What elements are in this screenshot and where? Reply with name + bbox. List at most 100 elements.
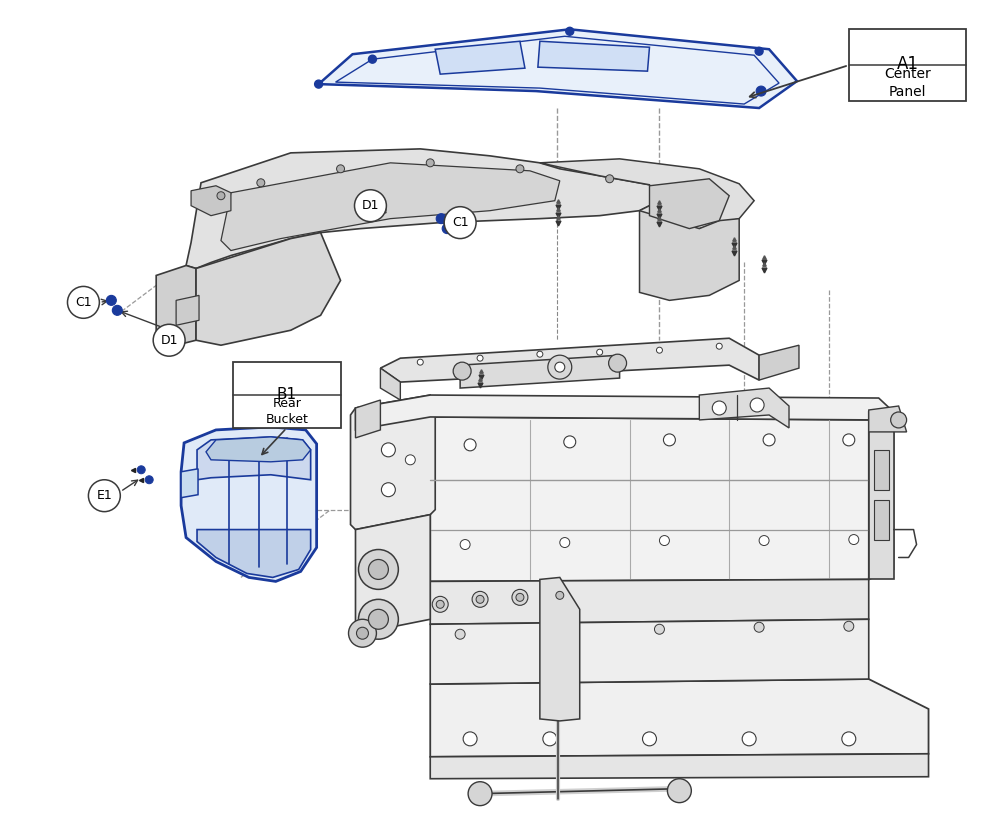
Polygon shape: [380, 368, 400, 400]
Circle shape: [257, 179, 265, 186]
Polygon shape: [540, 159, 754, 235]
Polygon shape: [649, 179, 729, 229]
Polygon shape: [460, 355, 620, 388]
Circle shape: [754, 622, 764, 632]
Circle shape: [436, 601, 444, 608]
Circle shape: [472, 591, 488, 607]
Circle shape: [548, 355, 572, 379]
Circle shape: [543, 732, 557, 746]
Circle shape: [606, 175, 614, 183]
Polygon shape: [176, 295, 199, 326]
Circle shape: [537, 351, 543, 357]
Circle shape: [337, 164, 345, 173]
Circle shape: [556, 591, 564, 599]
Circle shape: [417, 359, 423, 365]
Polygon shape: [430, 754, 929, 779]
Circle shape: [455, 629, 465, 639]
Circle shape: [849, 535, 859, 545]
Circle shape: [659, 536, 669, 545]
Polygon shape: [181, 469, 198, 497]
Circle shape: [663, 434, 675, 446]
Text: C1: C1: [452, 217, 468, 229]
Circle shape: [759, 536, 769, 545]
Circle shape: [368, 610, 388, 629]
Circle shape: [560, 537, 570, 548]
Circle shape: [368, 55, 376, 63]
Circle shape: [381, 443, 395, 457]
Circle shape: [381, 483, 395, 497]
Circle shape: [566, 28, 574, 35]
Polygon shape: [869, 412, 894, 580]
Polygon shape: [197, 437, 311, 479]
Circle shape: [512, 589, 528, 606]
Polygon shape: [197, 530, 311, 577]
Circle shape: [712, 401, 726, 415]
Circle shape: [844, 621, 854, 631]
Polygon shape: [435, 42, 525, 74]
Circle shape: [654, 624, 664, 634]
Polygon shape: [430, 417, 879, 581]
Polygon shape: [191, 186, 231, 216]
Polygon shape: [351, 395, 435, 530]
Polygon shape: [156, 265, 196, 345]
Circle shape: [643, 732, 656, 746]
Circle shape: [891, 412, 907, 428]
Circle shape: [477, 355, 483, 361]
Circle shape: [453, 362, 471, 380]
Circle shape: [405, 455, 415, 465]
Circle shape: [217, 192, 225, 199]
Polygon shape: [181, 427, 317, 581]
Circle shape: [153, 324, 185, 357]
Polygon shape: [355, 395, 894, 432]
Circle shape: [354, 190, 386, 221]
Circle shape: [356, 628, 368, 639]
Circle shape: [843, 434, 855, 446]
Polygon shape: [196, 233, 341, 345]
Circle shape: [468, 781, 492, 806]
Polygon shape: [540, 577, 580, 721]
Circle shape: [656, 348, 662, 353]
Circle shape: [667, 779, 691, 803]
Circle shape: [145, 475, 153, 484]
Circle shape: [88, 479, 120, 512]
Text: Center
Panel: Center Panel: [884, 68, 931, 98]
Text: C1: C1: [75, 295, 92, 309]
Circle shape: [597, 349, 603, 355]
Circle shape: [716, 344, 722, 349]
Circle shape: [516, 164, 524, 173]
Circle shape: [67, 287, 99, 318]
Polygon shape: [380, 339, 759, 382]
Circle shape: [842, 732, 856, 746]
Text: D1: D1: [362, 199, 379, 212]
Circle shape: [609, 354, 627, 372]
Polygon shape: [186, 149, 659, 269]
Circle shape: [436, 213, 446, 224]
Circle shape: [444, 207, 476, 239]
Polygon shape: [699, 388, 789, 428]
Polygon shape: [869, 412, 894, 580]
Polygon shape: [869, 406, 907, 432]
Text: A1: A1: [897, 55, 919, 73]
Polygon shape: [355, 514, 430, 634]
Text: Rear
Bucket: Rear Bucket: [265, 397, 308, 427]
Polygon shape: [759, 345, 799, 380]
Polygon shape: [430, 679, 929, 757]
Bar: [849, 29, 966, 101]
Bar: [233, 362, 341, 428]
Circle shape: [464, 439, 476, 451]
Circle shape: [750, 398, 764, 412]
Circle shape: [349, 619, 376, 647]
Circle shape: [315, 80, 323, 88]
Polygon shape: [538, 42, 649, 71]
Circle shape: [368, 559, 388, 580]
Circle shape: [463, 732, 477, 746]
Circle shape: [426, 159, 434, 167]
Circle shape: [763, 434, 775, 446]
Polygon shape: [874, 500, 889, 540]
Circle shape: [106, 295, 116, 305]
Circle shape: [555, 626, 565, 637]
Circle shape: [516, 593, 524, 602]
Circle shape: [137, 466, 145, 474]
Text: E1: E1: [96, 489, 112, 502]
Text: D1: D1: [160, 334, 178, 347]
